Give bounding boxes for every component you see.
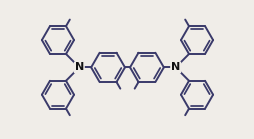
Text: N: N — [170, 62, 180, 72]
Text: N: N — [74, 62, 84, 72]
